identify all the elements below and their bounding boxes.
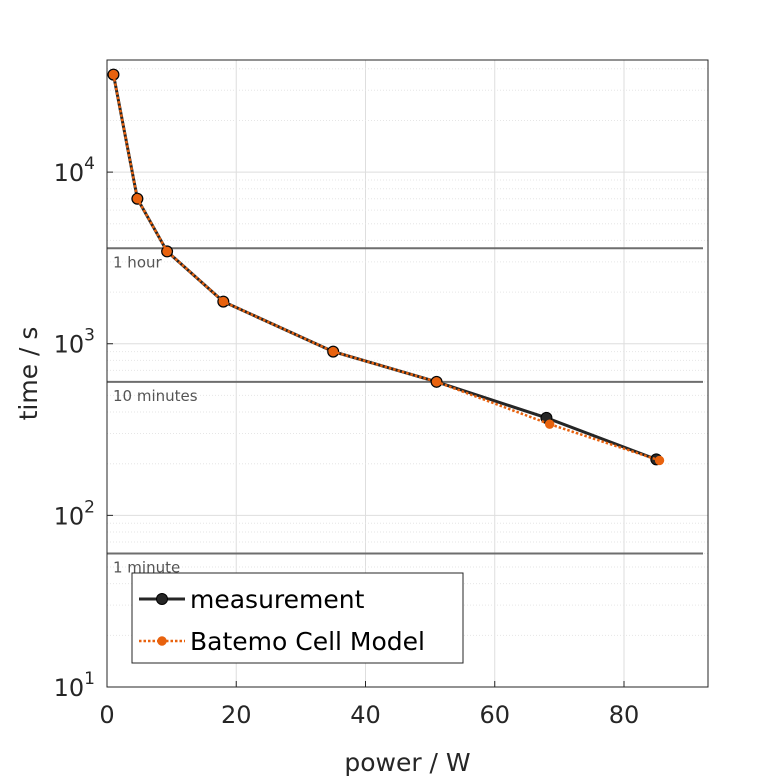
series-line	[112, 74, 660, 462]
data-point	[654, 455, 665, 466]
reference-line-label: 10 minutes	[113, 387, 198, 405]
legend-label: Batemo Cell Model	[190, 627, 425, 656]
legend-box	[131, 572, 464, 664]
reference-line-label: 1 minute	[113, 558, 180, 576]
data-point	[218, 296, 229, 307]
ticks: 0 20 40 60 80 101 102 103 104	[54, 154, 640, 729]
y-tick-label: 103	[54, 326, 95, 359]
reference-lines: 1 hour 10 minutes 1 minute	[107, 247, 703, 576]
x-tick-label: 20	[221, 701, 252, 729]
x-axis-title: power / W	[344, 748, 470, 777]
x-tick-label: 0	[99, 701, 114, 729]
data-point	[132, 193, 143, 204]
series-layer	[107, 68, 665, 466]
x-tick-label: 60	[479, 701, 510, 729]
reference-line-label: 1 hour	[113, 253, 163, 271]
x-tick-label: 80	[609, 701, 640, 729]
y-axis-title: time / s	[14, 327, 43, 421]
y-tick-label: 101	[54, 669, 95, 702]
data-point	[431, 377, 442, 387]
data-point	[544, 419, 555, 429]
y-tick-label: 102	[54, 497, 95, 530]
y-tick-label: 104	[54, 154, 95, 187]
data-point	[162, 246, 172, 257]
legend-label: measurement	[190, 585, 365, 614]
data-point	[108, 69, 119, 80]
legend-swatch-marker	[157, 636, 167, 646]
plot-frame	[106, 59, 709, 688]
legend-swatch-marker	[156, 593, 168, 605]
x-tick-label: 40	[350, 701, 381, 729]
data-point	[328, 346, 338, 357]
legend: measurement Batemo Cell Model	[131, 572, 464, 664]
